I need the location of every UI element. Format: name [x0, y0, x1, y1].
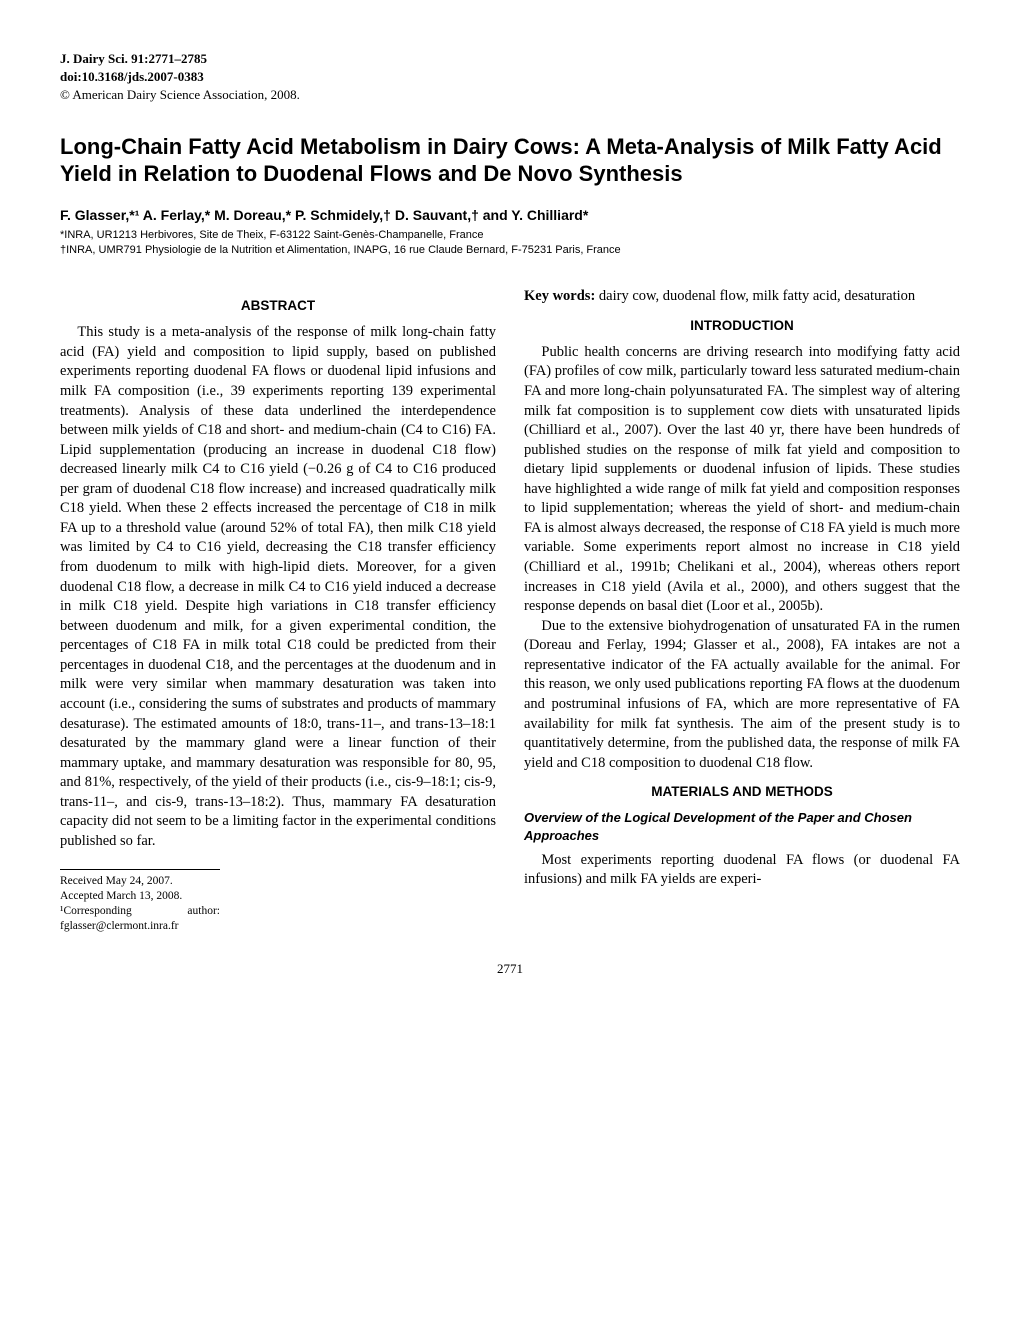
doi-line: doi:10.3168/jds.2007-0383 [60, 68, 960, 86]
keywords-block: Key words: dairy cow, duodenal flow, mil… [524, 287, 960, 307]
keywords-label: Key words: [524, 288, 595, 304]
journal-header: J. Dairy Sci. 91:2771–2785 doi:10.3168/j… [60, 50, 960, 105]
affiliations: *INRA, UR1213 Herbivores, Site de Theix,… [60, 228, 960, 257]
affiliation-1: *INRA, UR1213 Herbivores, Site de Theix,… [60, 228, 960, 242]
copyright-line: © American Dairy Science Association, 20… [60, 86, 960, 104]
keywords-text: dairy cow, duodenal flow, milk fatty aci… [599, 288, 915, 304]
authors-line: F. Glasser,*¹ A. Ferlay,* M. Doreau,* P.… [60, 206, 960, 225]
footnote-corresponding: ¹Corresponding author: fglasser@clermont… [60, 904, 220, 934]
two-column-body: ABSTRACT This study is a meta-analysis o… [60, 287, 960, 934]
abstract-heading: ABSTRACT [60, 297, 496, 315]
abstract-text: This study is a meta-analysis of the res… [60, 323, 496, 851]
methods-subheading: Overview of the Logical Development of t… [524, 809, 960, 844]
paper-title: Long-Chain Fatty Acid Metabolism in Dair… [60, 133, 960, 188]
methods-paragraph-1: Most experiments reporting duodenal FA f… [524, 851, 960, 890]
journal-line: J. Dairy Sci. 91:2771–2785 [60, 50, 960, 68]
intro-paragraph-1: Public health concerns are driving resea… [524, 343, 960, 617]
introduction-heading: INTRODUCTION [524, 317, 960, 335]
methods-heading: MATERIALS AND METHODS [524, 783, 960, 801]
footnote-received: Received May 24, 2007. [60, 874, 220, 889]
intro-paragraph-2: Due to the extensive biohydrogenation of… [524, 617, 960, 774]
footnotes-block: Received May 24, 2007. Accepted March 13… [60, 869, 220, 934]
affiliation-2: †INRA, UMR791 Physiologie de la Nutritio… [60, 243, 960, 257]
footnote-accepted: Accepted March 13, 2008. [60, 889, 220, 904]
page-number: 2771 [60, 960, 960, 978]
